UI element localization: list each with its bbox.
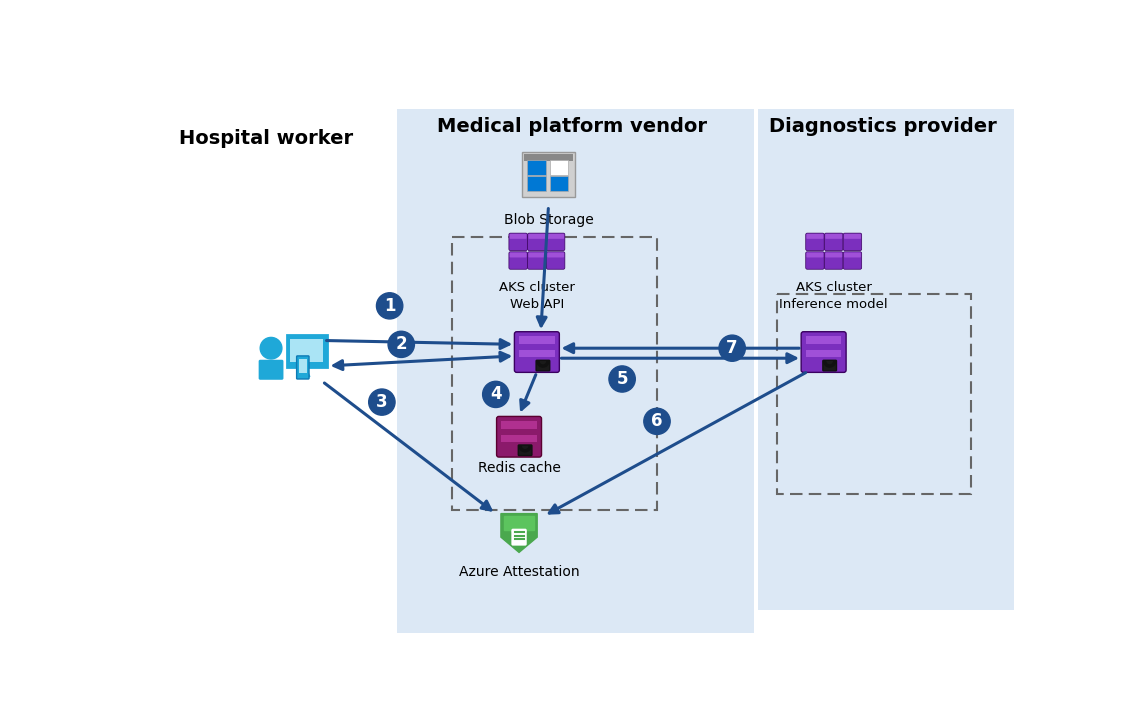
FancyBboxPatch shape (806, 233, 824, 251)
FancyBboxPatch shape (501, 435, 537, 442)
Circle shape (376, 293, 403, 319)
FancyBboxPatch shape (546, 233, 565, 251)
Text: AKS cluster
Web API: AKS cluster Web API (499, 282, 574, 311)
Circle shape (483, 382, 509, 408)
FancyBboxPatch shape (546, 252, 565, 269)
FancyBboxPatch shape (807, 253, 824, 258)
FancyBboxPatch shape (843, 252, 862, 269)
Text: 4: 4 (489, 385, 502, 403)
Text: Azure Attestation: Azure Attestation (459, 565, 579, 580)
Text: 1: 1 (384, 297, 395, 315)
Text: Diagnostics provider: Diagnostics provider (769, 117, 997, 136)
FancyBboxPatch shape (528, 253, 545, 258)
FancyBboxPatch shape (536, 360, 550, 371)
FancyBboxPatch shape (550, 176, 569, 191)
FancyBboxPatch shape (287, 335, 326, 367)
FancyBboxPatch shape (511, 528, 527, 546)
FancyBboxPatch shape (806, 252, 824, 269)
FancyBboxPatch shape (514, 332, 560, 372)
Text: Redis cache: Redis cache (478, 462, 561, 475)
FancyBboxPatch shape (290, 339, 323, 362)
FancyBboxPatch shape (522, 153, 574, 197)
FancyBboxPatch shape (509, 252, 527, 269)
FancyBboxPatch shape (528, 160, 546, 175)
FancyBboxPatch shape (509, 233, 527, 251)
FancyBboxPatch shape (496, 416, 542, 457)
FancyBboxPatch shape (258, 360, 283, 379)
Polygon shape (303, 367, 309, 377)
FancyBboxPatch shape (801, 332, 846, 372)
FancyBboxPatch shape (547, 253, 564, 258)
Text: AKS cluster
Inference model: AKS cluster Inference model (780, 282, 888, 311)
Text: 7: 7 (726, 339, 738, 357)
Polygon shape (504, 516, 535, 530)
Text: 5: 5 (616, 370, 628, 388)
FancyBboxPatch shape (807, 234, 824, 239)
Text: 6: 6 (651, 413, 663, 431)
FancyBboxPatch shape (528, 176, 546, 191)
Text: Medical platform vendor: Medical platform vendor (436, 117, 707, 136)
FancyBboxPatch shape (398, 109, 753, 633)
FancyBboxPatch shape (297, 356, 309, 379)
FancyBboxPatch shape (528, 233, 546, 251)
Circle shape (389, 331, 415, 357)
FancyBboxPatch shape (550, 160, 569, 175)
FancyBboxPatch shape (528, 234, 545, 239)
FancyBboxPatch shape (758, 109, 1014, 610)
Text: 3: 3 (376, 393, 387, 411)
FancyBboxPatch shape (823, 360, 836, 371)
Circle shape (719, 335, 746, 361)
FancyBboxPatch shape (825, 234, 842, 239)
FancyBboxPatch shape (844, 253, 861, 258)
FancyBboxPatch shape (825, 252, 843, 269)
FancyBboxPatch shape (519, 336, 555, 344)
FancyBboxPatch shape (510, 234, 527, 239)
FancyBboxPatch shape (519, 350, 555, 357)
Polygon shape (501, 513, 537, 552)
FancyBboxPatch shape (299, 359, 307, 373)
FancyBboxPatch shape (547, 234, 564, 239)
FancyBboxPatch shape (825, 233, 843, 251)
Circle shape (368, 389, 395, 415)
FancyBboxPatch shape (501, 421, 537, 429)
Circle shape (644, 408, 671, 434)
Circle shape (261, 338, 282, 359)
FancyBboxPatch shape (825, 253, 842, 258)
FancyBboxPatch shape (510, 253, 527, 258)
Circle shape (608, 366, 636, 392)
Text: 2: 2 (395, 336, 407, 354)
FancyBboxPatch shape (806, 350, 842, 357)
FancyBboxPatch shape (806, 336, 842, 344)
Text: Hospital worker: Hospital worker (179, 130, 352, 148)
FancyBboxPatch shape (523, 154, 573, 161)
FancyBboxPatch shape (844, 234, 861, 239)
FancyBboxPatch shape (843, 233, 862, 251)
Text: Blob Storage: Blob Storage (504, 213, 594, 228)
FancyBboxPatch shape (518, 445, 531, 456)
FancyBboxPatch shape (528, 252, 546, 269)
